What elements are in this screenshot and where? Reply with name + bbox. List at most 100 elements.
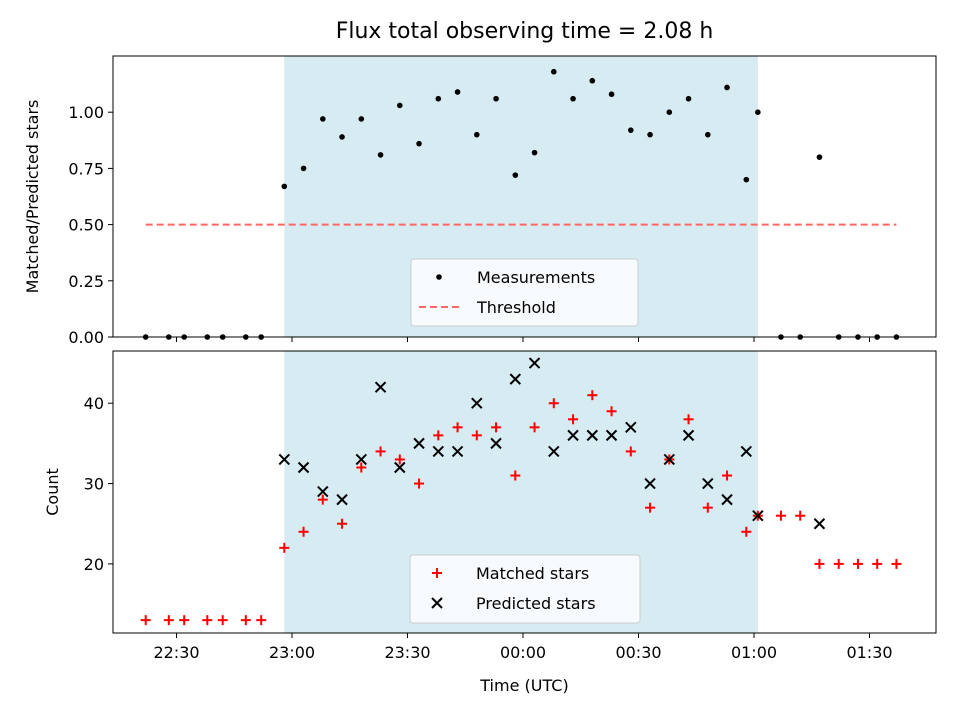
measurement-point — [454, 89, 461, 95]
top-y-tick-label: 0.75 — [68, 159, 104, 178]
matched-star-point — [375, 446, 386, 457]
top-y-ticks: 0.00 0.25 0.50 0.75 1.00 — [68, 103, 113, 347]
measurement-point — [339, 134, 345, 140]
matched-star-point — [298, 526, 309, 537]
matched-star-point — [775, 510, 786, 521]
measurement-point — [512, 172, 519, 178]
predicted-star-point — [317, 485, 329, 498]
measurement-point — [281, 183, 288, 190]
measurement-point — [705, 131, 711, 138]
predicted-star-point — [813, 518, 826, 530]
predicted-star-point — [394, 461, 406, 474]
predicted-star-point — [682, 429, 695, 442]
matched-star-point — [891, 558, 902, 569]
matched-star-point — [587, 390, 598, 401]
predicted-star-point — [586, 429, 599, 442]
top-y-axis-label: Matched/Predicted stars — [23, 100, 42, 294]
top-legend-box — [410, 258, 639, 327]
legend-predicted-stars-marker — [431, 597, 443, 609]
legend-predicted-stars-label: Predicted stars — [476, 594, 596, 613]
matched-star-point — [452, 422, 463, 433]
matched-star-point — [702, 502, 713, 513]
legend-measurements-marker — [436, 274, 442, 280]
measurement-point — [435, 95, 442, 102]
matched-star-point — [683, 414, 694, 425]
measurement-point — [397, 102, 403, 109]
measurement-point — [666, 109, 673, 115]
matched-star-point — [179, 615, 190, 626]
bottom-x-ticks: 22:30 23:00 23:30 00:00 00:30 01:00 01:30 — [153, 633, 893, 662]
measurement-point — [743, 176, 750, 183]
top-y-tick-label: 0.00 — [68, 328, 104, 347]
predicted-star-point — [702, 477, 714, 490]
predicted-star-point — [278, 453, 291, 466]
top-marks — [142, 68, 900, 340]
matched-star-point — [722, 470, 733, 481]
bottom-legend: Matched stars Predicted stars — [409, 554, 641, 624]
top-panel: 0.00 0.25 0.50 0.75 1.00 Matched/Predicted s… — [23, 55, 937, 347]
x-tick-label: 23:30 — [384, 643, 430, 662]
matched-star-point — [741, 526, 752, 537]
measurement-point — [416, 140, 422, 147]
matched-star-point — [394, 454, 405, 465]
bottom-y-tick-label: 30 — [84, 475, 104, 494]
predicted-star-point — [625, 421, 637, 434]
measurement-point — [685, 95, 692, 102]
bottom-y-ticks: 20 30 40 — [84, 394, 113, 574]
matched-star-point — [872, 558, 883, 569]
matched-star-point — [317, 494, 328, 505]
matched-star-point — [256, 615, 267, 626]
predicted-star-point — [528, 357, 541, 369]
predicted-star-point — [432, 445, 445, 458]
bottom-panel: 20 30 40 22:30 23:00 23:30 00:00 00:30 01:00 01:… — [43, 350, 937, 695]
predicted-star-point — [490, 437, 502, 450]
matched-star-point — [814, 558, 825, 569]
predicted-star-point — [471, 397, 483, 409]
predicted-star-point — [355, 453, 368, 466]
bottom-marks — [140, 357, 902, 626]
matched-star-point — [356, 462, 367, 473]
matched-star-point — [606, 406, 617, 417]
matched-star-point — [471, 430, 482, 441]
x-tick-label: 01:30 — [846, 643, 892, 662]
x-tick-label: 00:00 — [500, 643, 546, 662]
x-tick-label: 01:00 — [731, 643, 777, 662]
measurement-point — [493, 95, 499, 102]
matched-star-point — [833, 558, 844, 569]
matched-star-point — [529, 422, 540, 433]
measurement-point — [320, 116, 326, 122]
matched-star-point — [140, 615, 151, 626]
matched-star-point — [202, 615, 213, 626]
x-tick-label: 00:30 — [615, 643, 661, 662]
predicted-star-point — [740, 445, 753, 458]
matched-star-point — [568, 414, 579, 425]
top-y-tick-label: 0.25 — [68, 272, 104, 291]
predicted-star-point — [336, 493, 348, 506]
top-axes-frame — [112, 55, 937, 338]
bottom-y-tick-label: 20 — [84, 555, 104, 574]
measurement-point — [358, 116, 365, 122]
measurement-point — [474, 131, 480, 138]
matched-star-point — [240, 615, 251, 626]
bottom-y-tick-label: 40 — [84, 394, 104, 413]
measurement-point — [377, 152, 384, 158]
matched-star-point — [279, 542, 290, 553]
measurement-point — [589, 77, 596, 84]
measurement-point — [608, 91, 615, 98]
measurement-point — [551, 68, 557, 75]
legend-threshold-label: Threshold — [476, 298, 556, 317]
legend-measurements-label: Measurements — [477, 268, 595, 287]
matched-star-point — [548, 398, 559, 409]
predicted-star-point — [374, 381, 387, 393]
x-tick-label: 23:00 — [269, 643, 315, 662]
predicted-star-point — [752, 509, 764, 522]
top-x-ticks — [176, 337, 870, 342]
matched-star-point — [645, 502, 656, 513]
bottom-legend-box — [409, 554, 641, 624]
top-y-tick-label: 0.50 — [68, 216, 104, 235]
top-y-tick-label: 1.00 — [68, 103, 104, 122]
predicted-star-point — [567, 429, 579, 442]
predicted-star-point — [721, 493, 733, 506]
